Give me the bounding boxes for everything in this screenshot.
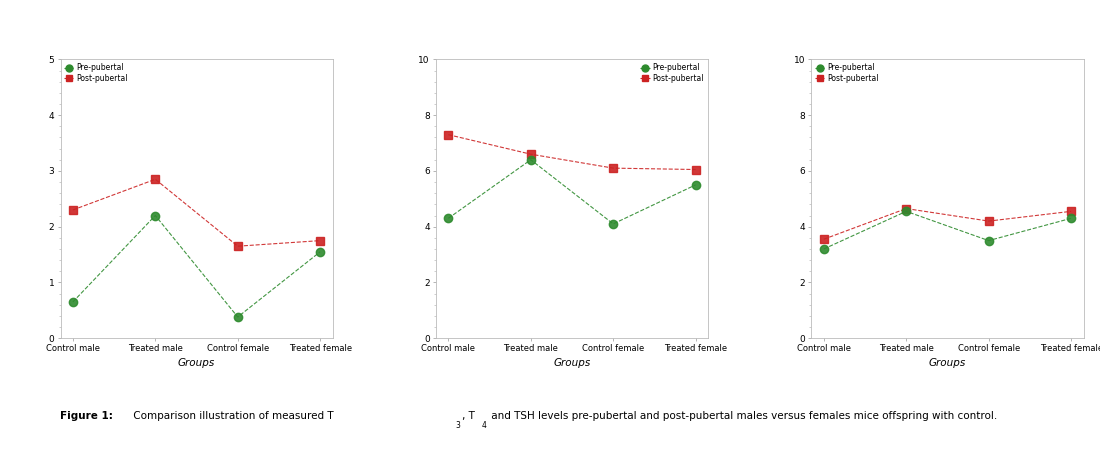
- Legend: Pre-pubertal, Post-pubertal: Pre-pubertal, Post-pubertal: [63, 62, 130, 85]
- X-axis label: Groups: Groups: [928, 357, 966, 367]
- Text: Comparison illustration of measured T: Comparison illustration of measured T: [130, 411, 333, 421]
- X-axis label: Groups: Groups: [553, 357, 591, 367]
- Text: 4: 4: [482, 421, 486, 430]
- Legend: Pre-pubertal, Post-pubertal: Pre-pubertal, Post-pubertal: [814, 62, 880, 85]
- Legend: Pre-pubertal, Post-pubertal: Pre-pubertal, Post-pubertal: [639, 62, 706, 85]
- Text: and TSH levels pre-pubertal and post-pubertal males versus females mice offsprin: and TSH levels pre-pubertal and post-pub…: [488, 411, 998, 421]
- Text: 3: 3: [455, 421, 460, 430]
- Text: , T: , T: [462, 411, 475, 421]
- Text: Figure 1:: Figure 1:: [60, 411, 113, 421]
- X-axis label: Groups: Groups: [178, 357, 216, 367]
